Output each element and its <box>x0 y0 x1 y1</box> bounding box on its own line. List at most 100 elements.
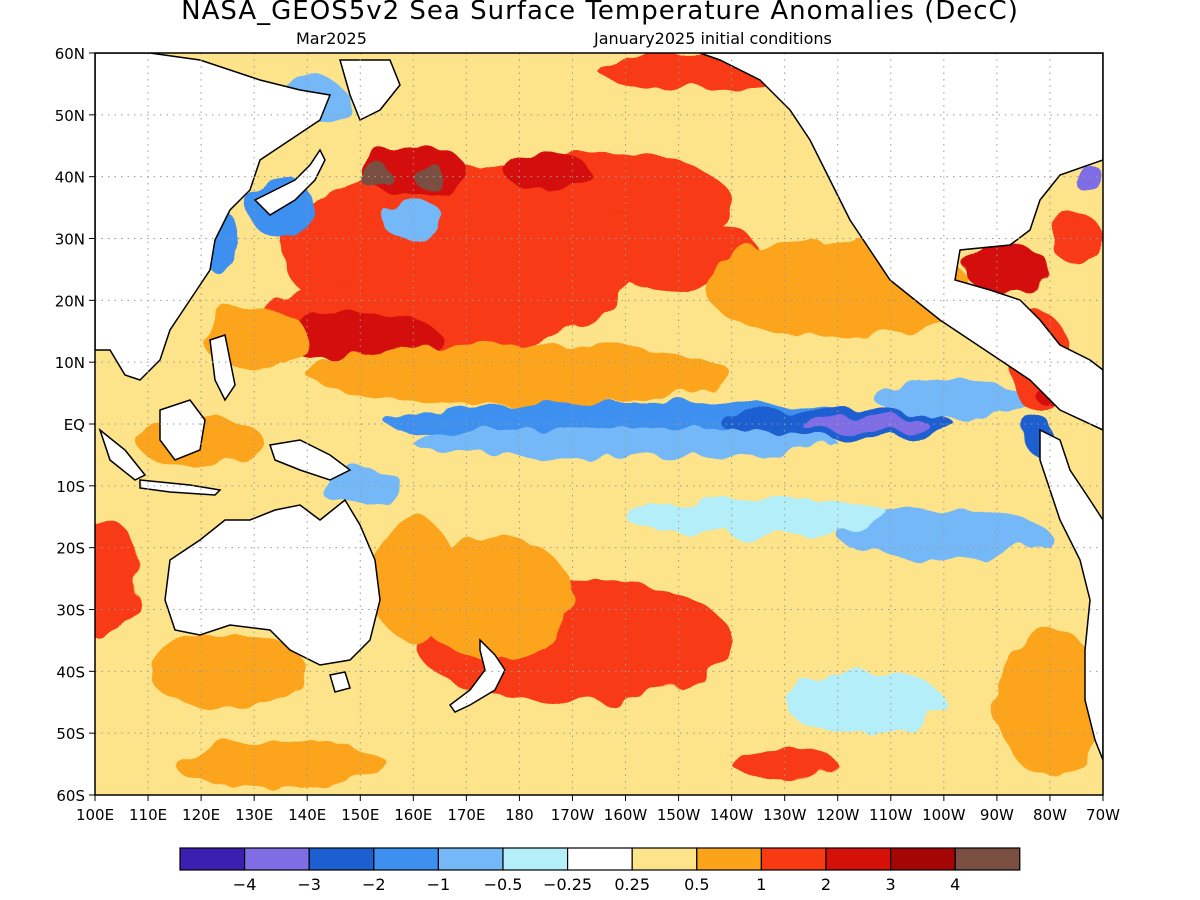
longitude-labels: 100E 110E 120E 130E 140E 150E 160E 170E 180 170W 1… <box>76 806 1120 824</box>
lat-label: 60S <box>56 787 85 805</box>
lon-label: 170E <box>447 806 485 824</box>
colorbar-swatch <box>308 847 375 871</box>
anomaly-region-32 <box>965 244 1050 295</box>
lon-label: 160W <box>604 806 648 824</box>
anomaly-region-5 <box>874 380 1035 418</box>
borneo-landmass <box>159 399 206 461</box>
anomaly-region-3 <box>800 415 928 433</box>
australia-landmass <box>164 498 381 666</box>
colorbar-swatch <box>437 847 504 871</box>
colorbar-tick-label: −4 <box>233 875 257 894</box>
anomaly-region-25 <box>370 516 456 641</box>
anomaly-region-9 <box>784 671 944 734</box>
colorbar-swatch <box>889 847 956 871</box>
colorbar-swatch <box>631 847 698 871</box>
lat-label: 10N <box>55 354 85 372</box>
colorbar-tick-label: 0.5 <box>684 875 709 894</box>
lat-label: 20N <box>55 292 85 310</box>
latitude-labels: 60N 50N 40N 30N 20N 10N EQ 10S 20S 30S 40S 50S 60S <box>55 45 85 805</box>
forecast-month-label: Mar2025 <box>296 29 367 48</box>
colorbar-tick-label: −3 <box>297 875 321 894</box>
new-guinea-landmass <box>269 439 352 481</box>
lon-label: 140E <box>288 806 326 824</box>
colorbar-tick-label: 4 <box>950 875 960 894</box>
lat-label: 20S <box>56 540 85 558</box>
anomaly-region-38 <box>381 201 446 239</box>
colorbar-swatch <box>179 847 246 871</box>
colorbar-tick-label: 3 <box>886 875 896 894</box>
landmasses <box>95 53 1103 761</box>
colorbar-swatch <box>954 847 1021 871</box>
lat-label: 10S <box>56 478 85 496</box>
colorbar-tick-label: −1 <box>427 875 451 894</box>
lat-label: 40S <box>56 663 85 681</box>
anomaly-region-14 <box>545 213 759 288</box>
anomaly-region-29 <box>996 628 1103 777</box>
colorbar-swatch <box>244 847 310 871</box>
lon-label: 180 <box>505 806 534 824</box>
lon-label: 140W <box>710 806 754 824</box>
lon-label: 130W <box>763 806 807 824</box>
map-title: NASA_GEOS5v2 Sea Surface Temperature Ano… <box>181 0 1019 26</box>
anomaly-region-8 <box>625 498 891 536</box>
tasmania-landmass <box>329 671 351 693</box>
colorbar-swatch <box>760 847 827 871</box>
lon-label: 70W <box>1086 806 1120 824</box>
colorbar-tick-label: 0.25 <box>614 875 650 894</box>
colorbar-swatch <box>502 847 569 871</box>
north-america-landmass <box>699 53 1103 431</box>
south-america-landmass <box>1039 428 1103 761</box>
lat-lon-grid <box>95 53 1103 795</box>
lon-label: 120E <box>182 806 220 824</box>
lat-label: 60N <box>55 45 85 63</box>
kamchatka-landmass <box>339 59 401 122</box>
lon-label: 100W <box>922 806 966 824</box>
colorbar-tick-label: −0.25 <box>543 875 592 894</box>
colorbar-swatch <box>566 847 633 871</box>
anomaly-region-26 <box>148 634 308 709</box>
lon-label: 100E <box>76 806 114 824</box>
anomaly-region-27 <box>95 516 138 641</box>
philippines-landmass <box>209 334 236 402</box>
lat-label: 50N <box>55 107 85 125</box>
lon-label: 90W <box>980 806 1014 824</box>
lon-label: 170W <box>551 806 595 824</box>
lat-label: 30N <box>55 231 85 249</box>
lon-label: 150E <box>341 806 379 824</box>
lon-label: 130E <box>235 806 273 824</box>
anomaly-region-33 <box>1049 213 1103 264</box>
colorbar-tick-label: −2 <box>362 875 386 894</box>
anomaly-region-17 <box>413 164 446 190</box>
colorbar: −4 −3 −2 −1 −0.5 −0.25 0.25 0.5 1 2 3 4 <box>179 847 1021 894</box>
colorbar-swatch <box>696 847 762 871</box>
lat-label: 50S <box>56 725 85 743</box>
lat-label: 30S <box>56 602 85 620</box>
anomaly-region-34 <box>1071 164 1103 190</box>
anomaly-region-4 <box>413 427 838 459</box>
lat-label: EQ <box>64 416 85 434</box>
axis-ticks <box>89 52 1104 801</box>
java-landmass <box>139 479 222 496</box>
anomaly-region-39 <box>317 467 403 505</box>
lon-label: 110E <box>129 806 167 824</box>
new-zealand-landmass <box>448 638 506 713</box>
lon-label: 160E <box>394 806 432 824</box>
asia-landmass <box>95 53 332 381</box>
lon-label: 80W <box>1033 806 1067 824</box>
lat-label: 40N <box>55 169 85 187</box>
lon-label: 150W <box>657 806 701 824</box>
sumatra-landmass <box>98 427 147 481</box>
colorbar-tick-label: −0.5 <box>484 875 523 894</box>
anomaly-region-16 <box>360 164 393 190</box>
colorbar-swatch <box>373 847 439 871</box>
initial-conditions-label: January2025 initial conditions <box>594 29 832 48</box>
anomaly-region-18 <box>503 151 589 190</box>
colorbar-swatch <box>825 847 892 871</box>
japan-landmass <box>253 148 326 216</box>
lon-label: 110W <box>869 806 913 824</box>
anomaly-region-28 <box>174 739 387 789</box>
colorbar-tick-label: 2 <box>821 875 831 894</box>
colorbar-tick-label: 1 <box>756 875 766 894</box>
anomaly-region-40 <box>731 751 838 777</box>
